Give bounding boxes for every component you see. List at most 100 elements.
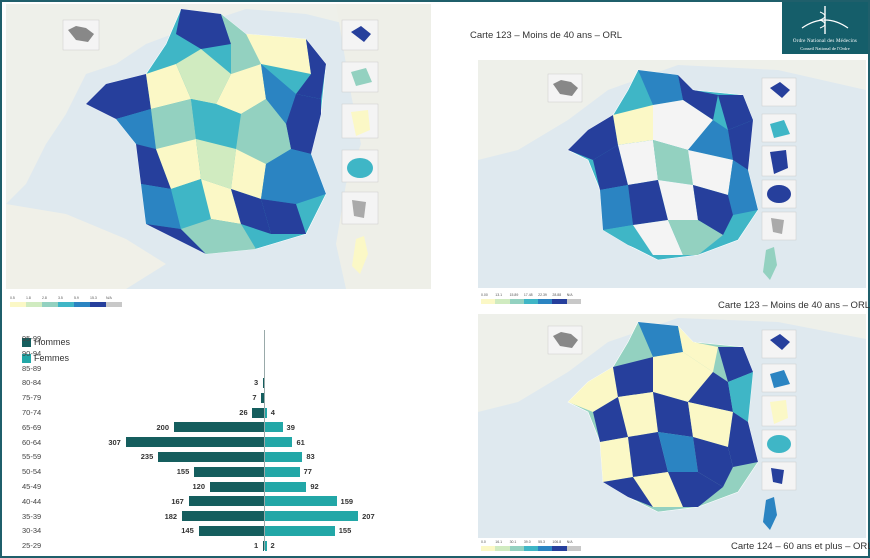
legend-label-hommes: Hommes bbox=[34, 337, 71, 347]
femmes-bar bbox=[265, 422, 283, 433]
age-group-label: 25-29 bbox=[22, 541, 42, 551]
legend-scale-map1: 0.5 1.8 2.8 3.5 5.9 15.3 N/A bbox=[10, 296, 122, 308]
pyramid-row: 35-39 182 207 bbox=[0, 510, 870, 523]
femmes-value: 159 bbox=[340, 496, 354, 506]
hommes-value: 307 bbox=[108, 437, 121, 447]
ordre-medecins-logo: Ordre National des Médecins Conseil Nati… bbox=[782, 2, 868, 54]
hommes-bar bbox=[188, 496, 264, 507]
femmes-bar bbox=[265, 525, 335, 536]
map-panel-60-plus bbox=[478, 314, 866, 538]
femmes-swatch bbox=[22, 353, 31, 363]
femmes-bar bbox=[265, 466, 300, 477]
femmes-value: 92 bbox=[310, 482, 319, 491]
age-group-label: 80-84 bbox=[22, 378, 42, 388]
femmes-value: 83 bbox=[306, 452, 315, 462]
age-group-label: 90-94 bbox=[22, 348, 42, 358]
pyramid-row: 65-69 200 39 bbox=[0, 421, 870, 434]
caption-middle-right: Carte 123 – Moins de 40 ans – ORL bbox=[718, 300, 870, 311]
legend-label: N/A bbox=[566, 540, 573, 544]
map-panel-under-40 bbox=[478, 60, 866, 288]
pyramid-row: 90-94 bbox=[0, 347, 870, 360]
legend-item-femmes: Femmes bbox=[22, 350, 70, 366]
hommes-bar bbox=[262, 377, 264, 388]
pyramid-row: 30-34 145 155 bbox=[0, 524, 870, 537]
femmes-value: 2 bbox=[270, 541, 275, 551]
hommes-bar bbox=[260, 392, 264, 403]
logo-line2: Conseil National de l'Ordre bbox=[800, 46, 850, 51]
hommes-bar bbox=[125, 437, 264, 448]
age-group-label: 65-69 bbox=[22, 422, 42, 432]
caduceus-icon bbox=[801, 6, 849, 34]
france-map-1 bbox=[6, 4, 431, 289]
hommes-bar bbox=[262, 540, 264, 551]
age-group-label: 50-54 bbox=[22, 467, 42, 477]
age-group-label: 40-44 bbox=[22, 496, 42, 506]
hommes-value: 182 bbox=[164, 511, 178, 521]
hommes-bar bbox=[174, 422, 264, 433]
pyramid-row: 95-99 bbox=[0, 332, 870, 345]
legend-label-femmes: Femmes bbox=[34, 353, 70, 363]
hommes-swatch bbox=[22, 337, 31, 347]
hommes-bar bbox=[252, 407, 264, 418]
legend-label: 16.1 bbox=[495, 540, 503, 544]
legend-label: 0.5 bbox=[10, 296, 15, 300]
hommes-bar bbox=[198, 525, 264, 536]
legend-label: 17.48 bbox=[523, 293, 533, 297]
age-group-label: 75-79 bbox=[22, 393, 42, 403]
legend-label: 22.39 bbox=[538, 293, 547, 297]
france-map-2 bbox=[478, 60, 866, 288]
hommes-value: 145 bbox=[181, 526, 194, 536]
femmes-bar bbox=[265, 511, 359, 522]
age-group-label: 85-89 bbox=[22, 363, 42, 373]
femmes-value: 61 bbox=[296, 437, 305, 447]
hommes-value: 26 bbox=[239, 408, 248, 417]
femmes-bar bbox=[265, 540, 267, 551]
hommes-bar bbox=[158, 451, 264, 462]
femmes-bar bbox=[265, 437, 293, 448]
femmes-bar bbox=[265, 451, 303, 462]
pyramid-row: 55-59 235 83 bbox=[0, 450, 870, 463]
legend-label: 13.1 bbox=[495, 293, 503, 297]
hommes-value: 235 bbox=[140, 452, 154, 462]
legend-swatches bbox=[481, 546, 581, 551]
pyramid-row: 25-29 1 2 bbox=[0, 539, 870, 552]
caption-bottom-right: Carte 124 – 60 ans et plus – ORL bbox=[731, 541, 870, 552]
legend-swatches bbox=[10, 302, 122, 307]
map-panel-main bbox=[6, 4, 431, 289]
femmes-value: 207 bbox=[362, 511, 375, 521]
age-group-label: 70-74 bbox=[22, 408, 42, 417]
femmes-value: 77 bbox=[303, 467, 312, 477]
pyramid-row: 50-54 155 77 bbox=[0, 465, 870, 478]
legend-swatches bbox=[481, 299, 581, 304]
legend-label: 5.9 bbox=[74, 296, 79, 300]
hommes-value: 1 bbox=[254, 541, 259, 551]
pyramid-row: 75-79 7 bbox=[0, 391, 870, 404]
legend-label: 0.00 bbox=[481, 293, 488, 297]
femmes-value: 4 bbox=[270, 408, 275, 417]
pyramid-row: 40-44 167 159 bbox=[0, 495, 870, 508]
femmes-value: 39 bbox=[286, 422, 295, 432]
legend-label: 30.1 bbox=[509, 540, 517, 544]
hommes-bar bbox=[182, 511, 264, 522]
legend-item-hommes: Hommes bbox=[22, 334, 70, 350]
pyramid-row: 45-49 120 92 bbox=[0, 480, 870, 493]
legend-label: 15.89 bbox=[509, 293, 519, 297]
legend-scale-map2: 0.00 13.1 15.89 17.48 22.39 28.88 N/A bbox=[481, 293, 581, 305]
pyramid-legend: Hommes Femmes bbox=[22, 334, 70, 366]
age-group-label: 95-99 bbox=[22, 334, 42, 343]
hommes-value: 120 bbox=[192, 482, 206, 491]
legend-label: 2.8 bbox=[42, 296, 47, 300]
legend-label: 39.0 bbox=[523, 540, 531, 544]
legend-label: N/A bbox=[566, 293, 573, 297]
legend-scale-map3: 0.0 16.1 30.1 39.0 55.3 106.8 N/A bbox=[481, 540, 581, 552]
pyramid-row: 85-89 bbox=[0, 362, 870, 375]
hommes-value: 200 bbox=[156, 422, 170, 432]
pyramid-row: 70-74 26 4 bbox=[0, 406, 870, 419]
age-group-label: 30-34 bbox=[22, 526, 42, 536]
pyramid-axis bbox=[264, 330, 265, 550]
hommes-bar bbox=[210, 481, 264, 492]
caption-top-right: Carte 123 – Moins de 40 ans – ORL bbox=[470, 30, 623, 41]
femmes-bar bbox=[265, 407, 267, 418]
pyramid-row: 60-64 307 61 bbox=[0, 436, 870, 449]
